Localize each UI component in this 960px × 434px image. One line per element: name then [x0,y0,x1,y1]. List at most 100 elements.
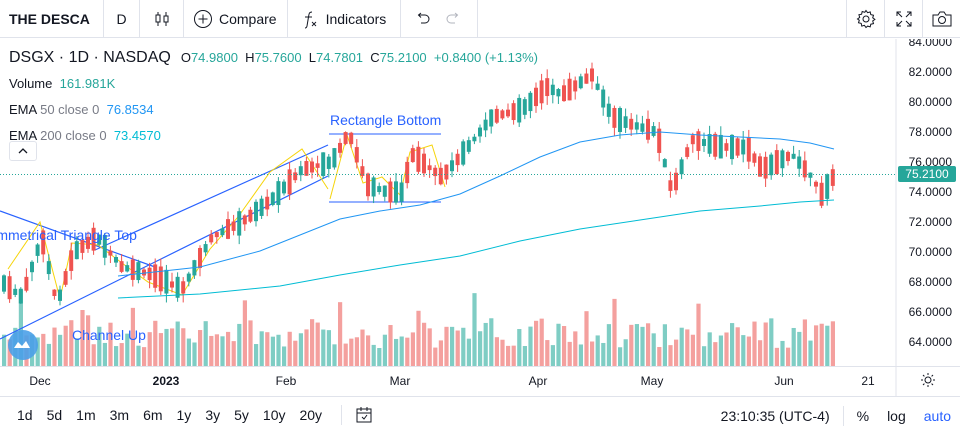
range-20y[interactable]: 20y [299,407,323,423]
time-tick: 2023 [153,374,180,388]
time-axis[interactable]: Dec 2023 Feb Mar Apr May Jun 21 [0,366,960,396]
compare-button[interactable]: Compare [184,0,288,38]
volume-bar [282,346,287,366]
plus-circle-icon [194,9,212,28]
candle-body [808,172,813,178]
volume-bar [108,322,113,366]
volume-bar [528,326,533,366]
interval-button[interactable]: D [104,0,140,38]
ema-50-line[interactable] [117,131,835,277]
ema200-legend-row[interactable]: EMA 200 close 0 73.4570 [9,123,538,149]
ema-200-line[interactable] [117,199,835,299]
price-tick: 66.0000 [909,305,953,319]
candle-body [52,289,57,296]
ema50-legend-row[interactable]: EMA 50 close 0 76.8534 [9,97,538,123]
range-5d[interactable]: 5d [46,407,63,423]
volume-bar [657,346,662,366]
volume-bar [522,346,527,366]
volume-bar [674,339,679,366]
range-3y[interactable]: 3y [205,407,221,423]
range-1d[interactable]: 1d [17,407,33,423]
candle-body [522,99,527,115]
candle-body [203,244,208,253]
candle-body [528,92,533,112]
volume-bar [360,329,365,366]
legend-collapse-button[interactable] [9,141,37,161]
settings-button[interactable] [846,0,884,38]
time-tick: 21 [861,374,875,388]
candle-body [86,236,90,249]
candle-body [360,166,365,176]
fullscreen-icon [896,11,911,27]
symbol-search-button[interactable]: THE DESCA [0,0,104,38]
snapshot-button[interactable] [922,0,960,38]
indicators-button[interactable]: Indicators [288,0,402,38]
range-3m[interactable]: 3m [109,407,130,423]
candle-body [405,161,410,184]
volume-bar [382,334,387,366]
range-1y[interactable]: 1y [176,407,192,423]
volume-bar [422,322,427,366]
candle-body [338,142,342,153]
candle-body [825,174,830,199]
range-5y[interactable]: 5y [234,407,249,423]
fullscreen-button[interactable] [884,0,922,38]
clock[interactable]: 23:10:35 (UTC-4) [720,407,830,424]
price-tick: 76.0000 [909,155,953,169]
chart-pane[interactable]: 84.0000 82.0000 80.0000 78.0000 76.0000 74.00… [0,35,960,366]
triangle-upper-line[interactable] [0,210,156,268]
volume-bar [786,347,791,366]
rectangle-bottom-label[interactable]: Rectangle Bottom [330,112,441,128]
volume-bar [427,328,432,366]
tradingview-logo[interactable] [8,330,38,360]
volume-bar [466,338,471,366]
go-to-date-icon[interactable] [354,406,374,424]
candle-body [590,68,594,82]
triangle-top-label[interactable]: Symmetrical Triangle Top [0,227,137,243]
candle-body [321,152,326,177]
redo-icon[interactable] [445,12,461,26]
auto-toggle[interactable]: auto [923,407,951,424]
candle-body [455,153,460,166]
volume-bar [259,331,264,366]
log-toggle[interactable]: log [887,407,906,424]
volume-bar [125,333,130,366]
candle-body [2,275,6,292]
high-label: H [245,50,255,65]
volume-bar [192,342,197,366]
percent-toggle[interactable]: % [856,407,870,424]
volume-bar [226,331,231,366]
price-tick: 84.0000 [909,39,953,49]
volume-bar [2,334,7,366]
undo-icon[interactable] [415,12,431,26]
price-chart[interactable]: 84.0000 82.0000 80.0000 78.0000 76.0000 74.00… [0,35,960,366]
candle-body [567,78,572,101]
volume-bar [668,345,673,366]
candle-body [293,172,298,181]
volume-bar [130,307,135,366]
candle-body [433,167,438,177]
price-axis[interactable]: 84.0000 82.0000 80.0000 78.0000 76.0000 74.00… [895,35,953,366]
volume-legend-row[interactable]: Volume 161.981K [9,71,538,97]
volume-bar [410,332,415,366]
volume-bar [651,333,656,366]
volume-bar [707,332,712,366]
volume-bar [511,345,516,366]
range-10y[interactable]: 10y [262,407,286,423]
symbol-legend-row[interactable]: DSGX · 1D · NASDAQ O74.9800 H75.7600 L74… [9,45,538,71]
price-tick: 78.0000 [909,125,953,139]
price-tick: 80.0000 [909,95,953,109]
date-range-group: 1d 5d 1m 3m 6m 1y 3y 5y 10y 20y [0,407,335,423]
range-1m[interactable]: 1m [76,407,96,423]
candle-body [601,89,606,108]
channel-up-label[interactable]: Channel Up [72,327,146,343]
range-6m[interactable]: 6m [143,407,163,423]
ema50-params: 50 close 0 [40,102,100,117]
chart-type-button[interactable] [140,0,184,38]
candle-body [545,78,550,97]
volume-bar [763,322,768,366]
volume-bar [752,321,757,366]
price-tick: 74.0000 [909,185,953,199]
candle-body [170,281,174,288]
axis-settings-icon[interactable] [921,373,935,387]
